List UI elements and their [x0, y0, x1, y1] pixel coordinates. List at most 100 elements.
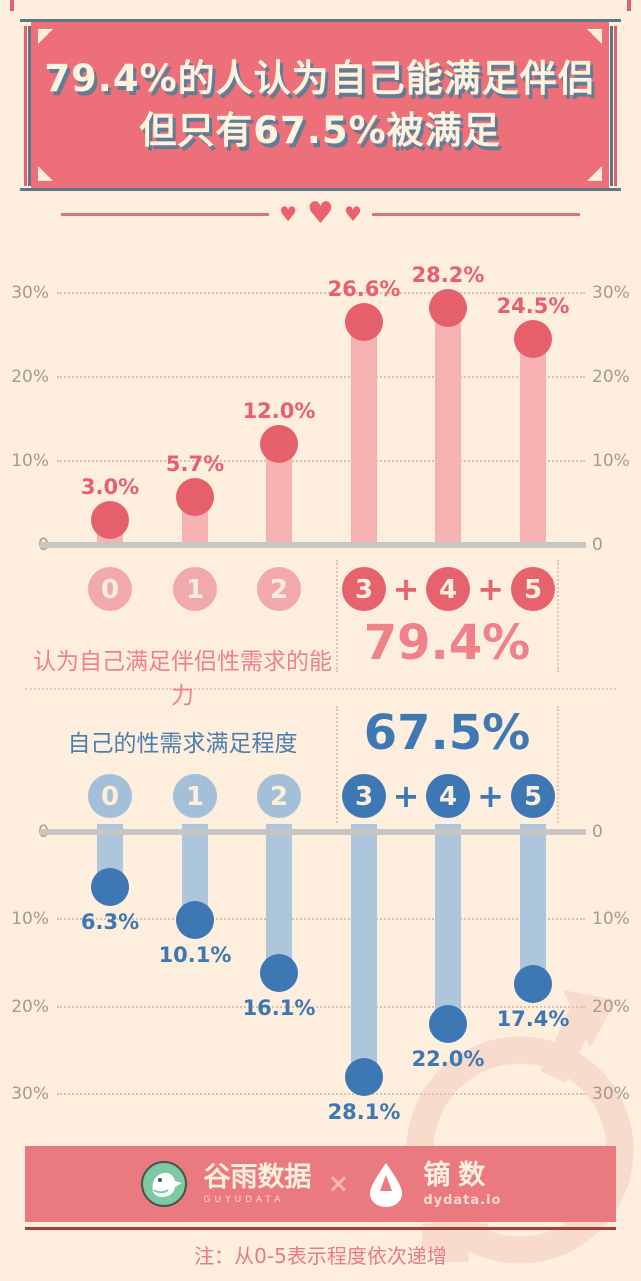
category-badge-0: 0 [88, 567, 132, 611]
footer-red-line [25, 1227, 616, 1230]
category-badge-1: 1 [173, 567, 217, 611]
divider-line [61, 212, 270, 216]
axis-tick-right: 0 [592, 822, 603, 842]
category-badge-2: 2 [257, 774, 301, 818]
category-badge-4: 4 [426, 567, 470, 611]
value-label-2: 16.1% [242, 995, 316, 1020]
value-bar-3 [351, 321, 377, 548]
value-dot-1 [176, 478, 214, 517]
value-bar-4 [435, 308, 461, 548]
value-label-2: 12.0% [242, 399, 316, 424]
heart-icon: ♥ [343, 202, 362, 226]
axis-tick-right: 30% [592, 1083, 630, 1104]
value-dot-0 [91, 867, 129, 906]
axis-tick-left: 20% [11, 996, 49, 1017]
group-bracket-right [557, 560, 559, 672]
value-bar-5 [520, 824, 546, 984]
axis-tick-right: 20% [592, 996, 630, 1017]
category-badge-4: 4 [426, 774, 470, 818]
value-label-0: 3.0% [80, 474, 140, 499]
frame-tick-right [627, 0, 631, 11]
value-dot-4 [429, 289, 467, 328]
gridline-30 [57, 1092, 585, 1095]
value-dot-5 [514, 320, 552, 359]
axis-tick-left: 30% [11, 283, 49, 303]
value-dot-0 [91, 500, 129, 539]
cross-separator: × [327, 1169, 350, 1199]
value-label-4: 28.2% [411, 263, 485, 288]
value-label-1: 5.7% [165, 452, 225, 477]
pink-category-row: 0 1 2 3 4 5 + + [0, 566, 641, 612]
gridline-30 [57, 292, 585, 294]
gridline-10 [57, 918, 585, 921]
corner-triangle-icon [38, 166, 53, 181]
axis-tick-right: 0 [592, 535, 603, 555]
corner-triangle-icon [38, 29, 53, 44]
axis-tick-left: 10% [11, 909, 49, 930]
value-label-4: 22.0% [411, 1047, 485, 1072]
plus-sign: + [392, 570, 420, 608]
title-line-1: 79.4%的人认为自己能满足伴侣 [44, 57, 596, 100]
axis-tick-left: 10% [11, 451, 49, 471]
value-dot-5 [514, 964, 552, 1003]
value-label-3: 26.6% [327, 276, 401, 301]
banner-left-red-line [24, 26, 27, 186]
value-label-5: 24.5% [496, 294, 570, 319]
footnote: 注：从0-5表示程度依次递增 [194, 1244, 447, 1268]
brand-footer: 谷雨数据 GUYUDATA × 镝数 dydata.io [25, 1146, 616, 1222]
plus-sign: + [477, 570, 504, 608]
category-badge-5: 5 [511, 774, 555, 818]
guyu-logo-icon [140, 1161, 187, 1207]
dydata-brand-sub: dydata.io [423, 1192, 502, 1208]
heart-icon: ♥ [279, 202, 298, 226]
plus-sign: + [392, 777, 420, 815]
guyu-brand-name: 谷雨数据 [203, 1161, 312, 1193]
value-label-5: 17.4% [496, 1006, 570, 1031]
heart-icon: ♥ [307, 196, 334, 231]
corner-triangle-icon [587, 29, 602, 44]
zero-baseline [40, 829, 586, 835]
pink-total-value: 79.4% [363, 615, 531, 671]
category-badge-1: 1 [173, 774, 217, 818]
banner-right-blue-line [610, 26, 613, 186]
category-badge-0: 0 [88, 774, 132, 818]
value-bar-2 [266, 824, 292, 973]
heart-divider: ♥ ♥ ♥ [0, 199, 641, 229]
value-bar-4 [435, 824, 461, 1025]
dydata-brand-name: 镝数 [423, 1159, 494, 1191]
frame-tick-left [10, 0, 14, 11]
blue-category-row: 0 1 2 3 4 5 + + [0, 773, 641, 819]
value-dot-3 [345, 1058, 383, 1097]
value-dot-4 [429, 1005, 467, 1044]
category-badge-3: 3 [342, 774, 386, 818]
axis-tick-right: 10% [592, 909, 630, 930]
title-line-2: 但只有67.5%被满足 [139, 109, 501, 152]
zero-baseline [40, 542, 586, 548]
axis-tick-right: 10% [592, 451, 630, 471]
banner-bottom-shadow-line [20, 188, 621, 191]
value-bar-5 [520, 339, 546, 548]
axis-tick-left: 20% [11, 367, 49, 387]
plus-sign: + [477, 777, 504, 815]
watermark-arrowhead [563, 990, 616, 1048]
pink-chart-label: 认为自己满足伴侣性需求的能力 [33, 649, 332, 709]
category-badge-5: 5 [511, 567, 555, 611]
gridline-20 [57, 1005, 585, 1008]
blue-total-value: 67.5% [363, 705, 531, 761]
value-label-1: 10.1% [158, 943, 232, 968]
section-divider [25, 688, 616, 690]
group-bracket-left [336, 706, 338, 823]
axis-tick-right: 30% [592, 283, 630, 303]
guyu-brand-sub: GUYUDATA [203, 1194, 285, 1205]
value-dot-3 [345, 302, 383, 341]
pink-ability-chart: 0010%10%20%20%30%30%3.0%5.7%12.0%26.6%28… [0, 250, 641, 562]
divider-line [371, 212, 580, 216]
banner-right-red-line [614, 26, 617, 186]
gridline-10 [57, 460, 585, 462]
title-banner: 79.4%的人认为自己能满足伴侣 但只有67.5%被满足 [31, 22, 609, 188]
banner-top-shadow-line [20, 19, 621, 22]
gridline-20 [57, 376, 585, 378]
group-bracket-left [336, 560, 338, 672]
category-badge-2: 2 [257, 567, 301, 611]
